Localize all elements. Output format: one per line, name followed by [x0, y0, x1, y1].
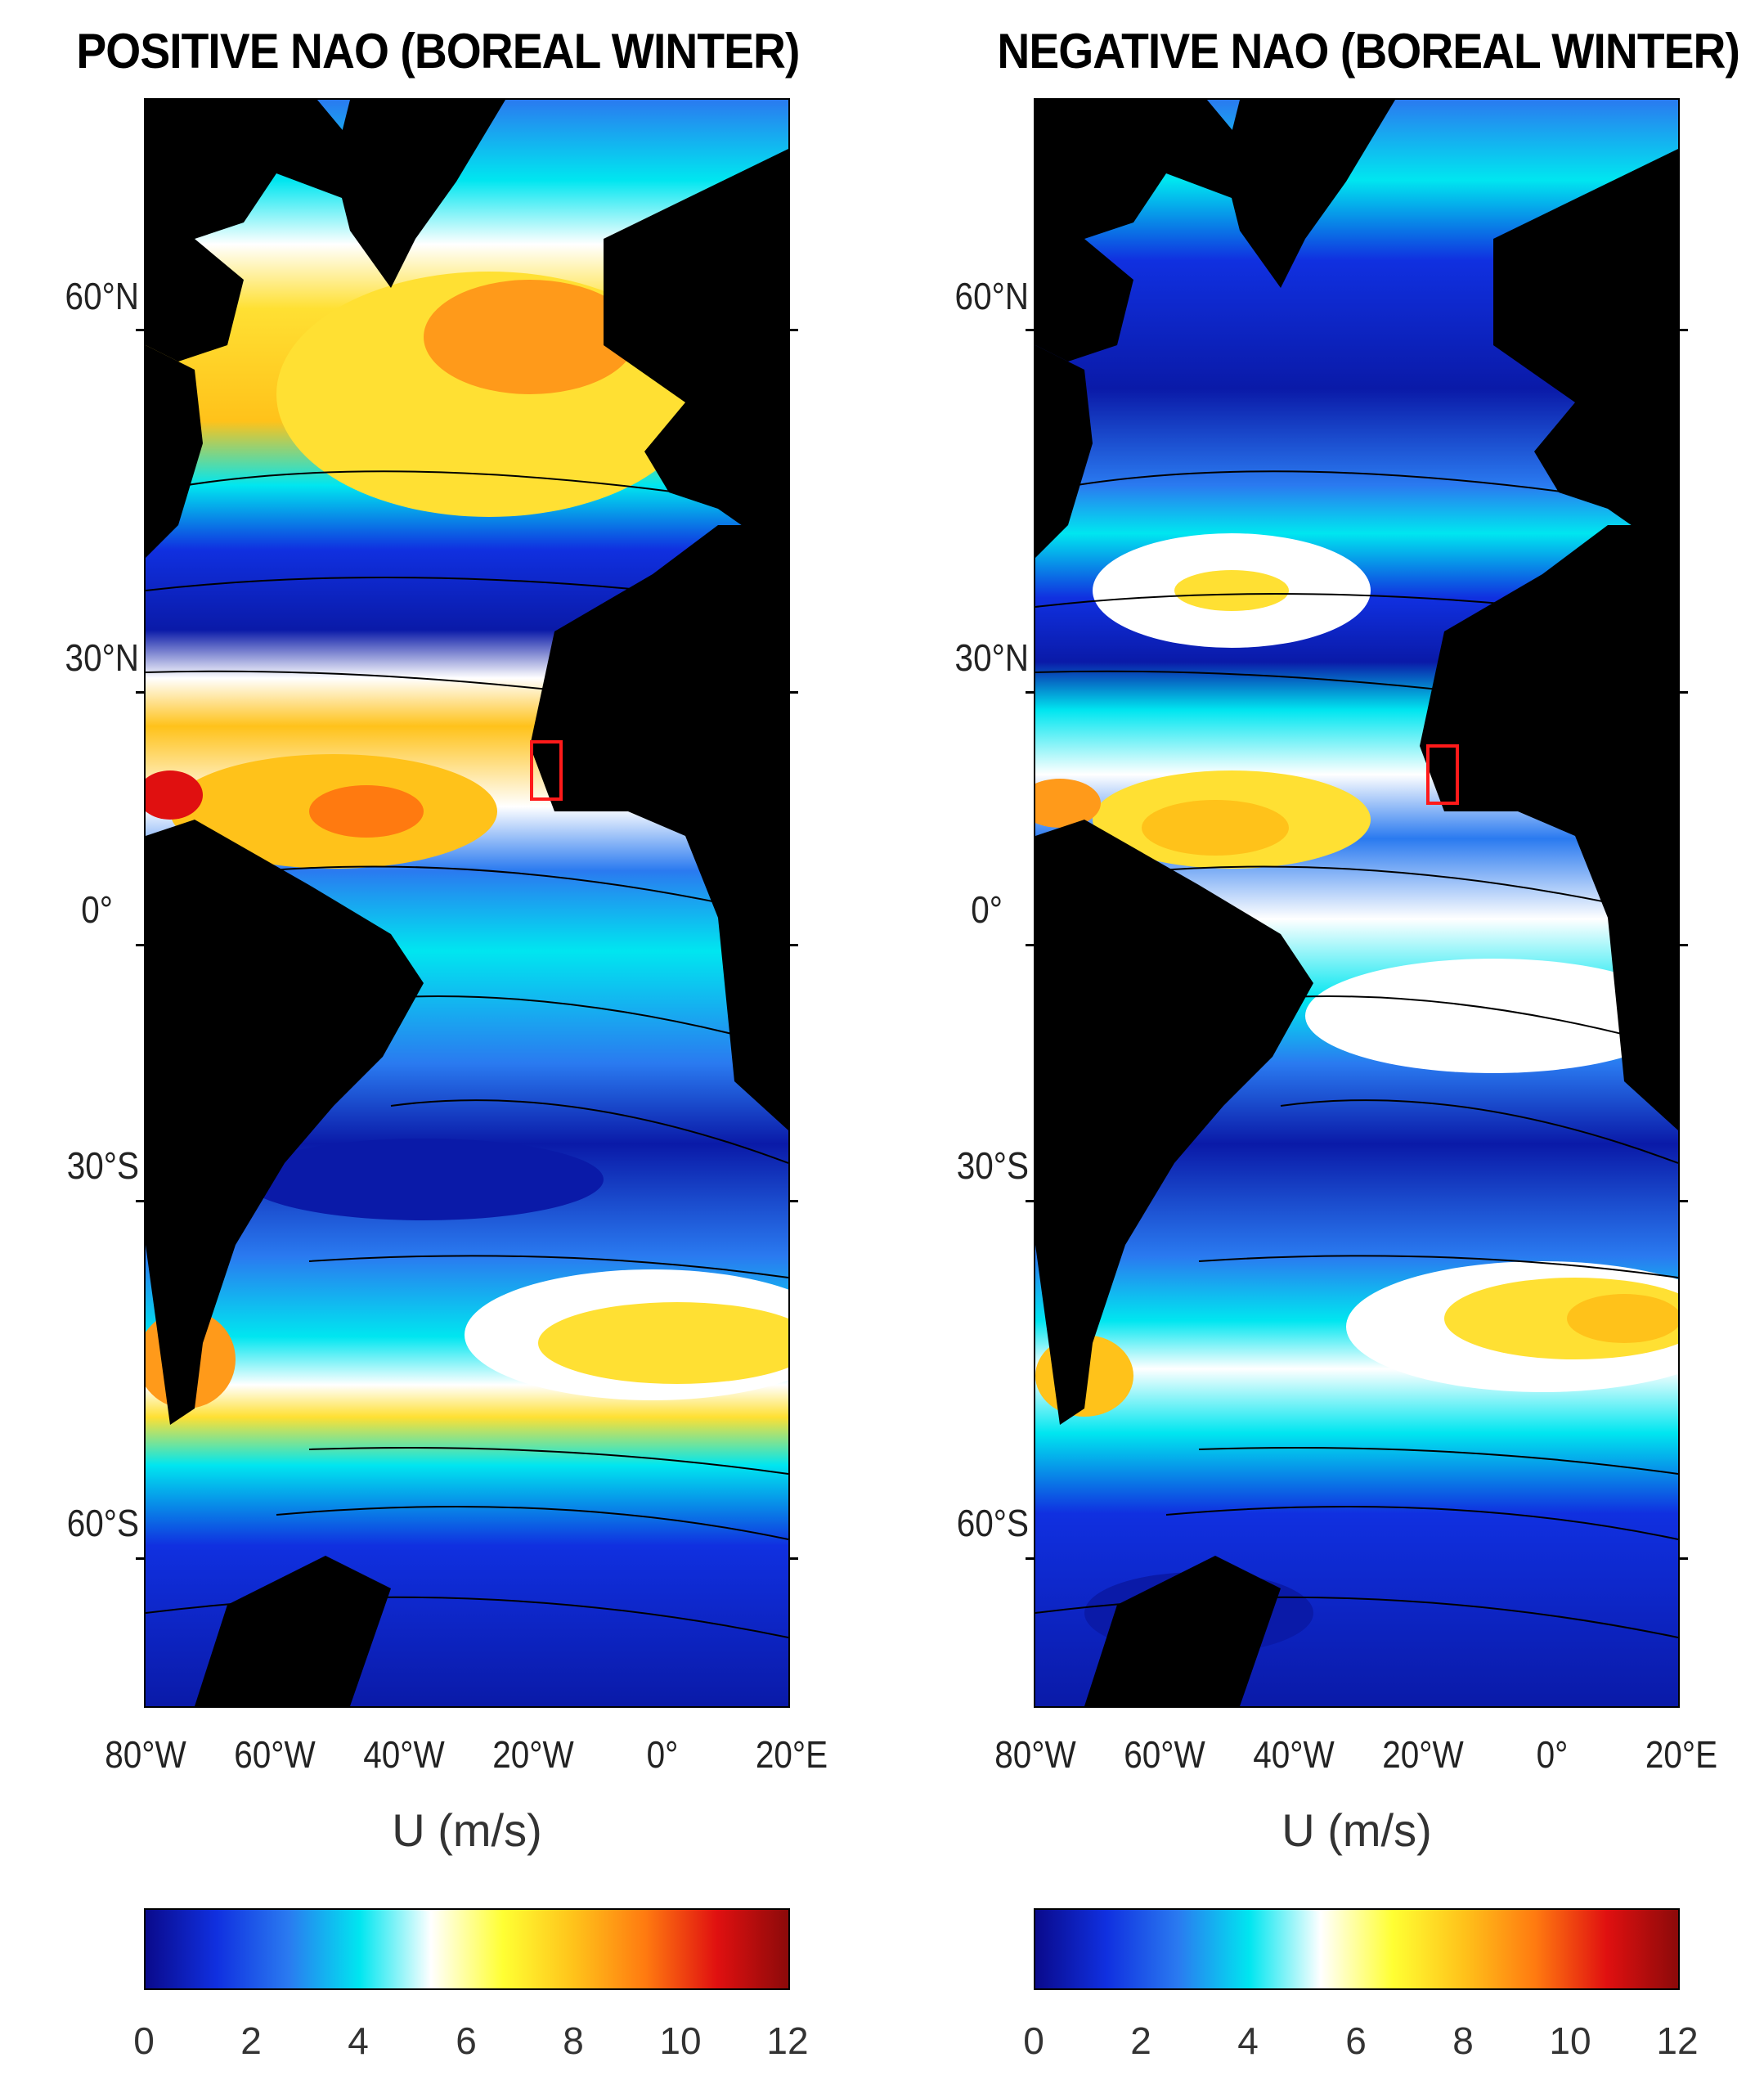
colorbar-tick: 10 — [659, 2019, 702, 2062]
lon-label: 60°W — [234, 1733, 316, 1776]
colorbar-tick: 8 — [563, 2019, 584, 2062]
north-america-east — [1035, 345, 1093, 558]
lon-label: 60°W — [1124, 1733, 1205, 1776]
lon-label: 20°E — [755, 1733, 828, 1776]
south-america — [1035, 820, 1313, 1425]
land-masses — [1035, 100, 1678, 1706]
lat-label: 30°N — [65, 636, 139, 679]
axis-tick — [1026, 1200, 1034, 1203]
contour-patch — [1305, 959, 1678, 1073]
africa — [1420, 525, 1678, 1130]
axis-tick — [1680, 944, 1688, 947]
antarctica — [1084, 1556, 1281, 1706]
positive-nao-panel: POSITIVE NAO (BOREAL WINTER) — [65, 24, 828, 2062]
europe — [604, 149, 788, 558]
x-axis-title: U (m/s) — [392, 1804, 542, 1856]
colorbar-tick: 4 — [348, 2019, 369, 2062]
panel-title: NEGATIVE NAO (BOREAL WINTER) — [997, 24, 1739, 79]
lon-label: 0° — [1536, 1733, 1569, 1776]
lon-label: 20°W — [1382, 1733, 1464, 1776]
colorbar-tick: 2 — [1130, 2019, 1151, 2062]
lat-label: 30°N — [954, 636, 1029, 679]
contour-patch — [146, 770, 203, 820]
axis-tick — [790, 1200, 798, 1203]
colorbar-tick: 2 — [240, 2019, 262, 2062]
colorbar — [144, 1908, 790, 1990]
colorbar-tick: 12 — [1656, 2019, 1699, 2062]
axis-tick — [1026, 329, 1034, 332]
africa — [530, 525, 788, 1130]
map-svg — [1035, 100, 1678, 1706]
lon-label: 0° — [646, 1733, 679, 1776]
axis-tick — [1026, 944, 1034, 947]
greenland — [334, 100, 505, 288]
land-masses — [146, 100, 788, 1706]
wind-speed-map — [1034, 98, 1680, 1708]
lon-label: 20°W — [492, 1733, 574, 1776]
colorbar-tick: 12 — [766, 2019, 809, 2062]
contour-patch — [1142, 800, 1289, 856]
lat-label: 30°S — [956, 1144, 1029, 1187]
axis-tick — [136, 329, 144, 332]
north-america-east — [146, 345, 203, 558]
contour-lines — [1035, 470, 1678, 1638]
europe — [1493, 149, 1678, 558]
contour-patch — [538, 1302, 788, 1384]
colorbar-tick: 4 — [1237, 2019, 1259, 2062]
colorbar-tick: 6 — [1345, 2019, 1367, 2062]
lat-label: 0° — [971, 888, 1003, 931]
lon-label: 80°W — [105, 1733, 186, 1776]
negative-nao-panel: NEGATIVE NAO (BOREAL WINTER) — [882, 0, 1764, 2080]
axis-tick — [1026, 1557, 1034, 1560]
contour-patch — [309, 785, 424, 838]
contour-patch — [1035, 779, 1101, 828]
axis-tick — [1680, 691, 1688, 694]
contour-patch — [424, 280, 636, 394]
axis-tick — [790, 1557, 798, 1560]
lat-label: 60°S — [66, 1502, 139, 1544]
colorbar-tick: 6 — [456, 2019, 477, 2062]
axis-tick — [790, 691, 798, 694]
axis-tick — [136, 1200, 144, 1203]
contour-lines — [146, 470, 788, 1638]
axis-tick — [136, 1557, 144, 1560]
south-america — [146, 820, 424, 1425]
lon-label: 20°E — [1645, 1733, 1718, 1776]
axis-tick — [136, 691, 144, 694]
antarctica — [195, 1556, 391, 1706]
axis-tick — [136, 944, 144, 947]
map-svg — [146, 100, 788, 1706]
axis-tick — [1680, 1200, 1688, 1203]
greenland — [1223, 100, 1395, 288]
study-region-box — [1426, 744, 1459, 805]
axis-tick — [1680, 1557, 1688, 1560]
colorbar — [1034, 1908, 1680, 1990]
lat-label: 60°N — [954, 275, 1029, 317]
wind-speed-map — [144, 98, 790, 1708]
panel-title: POSITIVE NAO (BOREAL WINTER) — [76, 24, 800, 79]
colorbar-tick: 0 — [1023, 2019, 1044, 2062]
contour-patch — [244, 1139, 604, 1220]
study-region-box — [530, 740, 563, 801]
lon-label: 40°W — [363, 1733, 445, 1776]
colorbar-tick: 8 — [1452, 2019, 1474, 2062]
contour-patch — [1567, 1294, 1678, 1343]
axis-tick — [790, 329, 798, 332]
lat-label: 0° — [81, 888, 113, 931]
colorbar-tick: 0 — [133, 2019, 155, 2062]
lon-label: 80°W — [994, 1733, 1076, 1776]
lat-label: 30°S — [66, 1144, 139, 1187]
lat-label: 60°N — [65, 275, 139, 317]
north-america — [146, 100, 358, 362]
colorbar-tick: 10 — [1549, 2019, 1591, 2062]
lat-label: 60°S — [956, 1502, 1029, 1544]
contour-patch — [1174, 570, 1289, 611]
axis-tick — [1026, 691, 1034, 694]
north-america — [1035, 100, 1248, 362]
axis-tick — [1680, 329, 1688, 332]
lon-label: 40°W — [1253, 1733, 1335, 1776]
x-axis-title: U (m/s) — [1281, 1804, 1432, 1856]
axis-tick — [790, 944, 798, 947]
